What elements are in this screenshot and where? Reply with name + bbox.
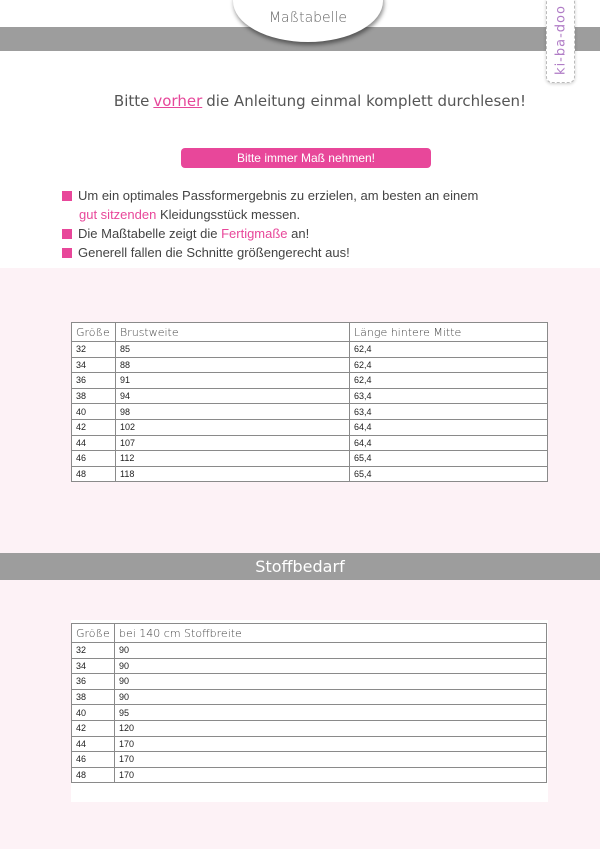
table-cell: 48 [71, 766, 115, 784]
table-cell: 85 [115, 341, 350, 358]
column-header: Länge hintere Mitte [349, 322, 548, 342]
table-row: 48 170 [71, 766, 547, 784]
bullet-text: Die Maßtabelle zeigt die [78, 226, 222, 241]
table-cell: 40 [71, 704, 115, 721]
table-cell: 102 [115, 418, 350, 436]
table-row: 40 98 63,4 [71, 403, 548, 420]
table-cell: 36 [71, 673, 115, 690]
table-row: 32 85 62,4 [71, 341, 548, 358]
table-cell: 32 [71, 642, 115, 659]
table-cell: 120 [114, 719, 547, 737]
table-cell: 112 [115, 450, 350, 467]
intro-text: Bitte vorher die Anleitung einmal komplett… [0, 92, 600, 110]
table-cell: 65,4 [349, 465, 548, 483]
bullet-highlight: gut sitzenden [79, 207, 157, 222]
table-cell: 36 [71, 372, 116, 389]
table-cell: 48 [71, 465, 116, 483]
table-cell: 90 [114, 657, 547, 675]
table-cell: 44 [71, 735, 115, 753]
table-cell: 46 [71, 751, 115, 768]
bullet-highlight: Fertigmaße [221, 226, 288, 241]
table-row: 42 120 [71, 719, 547, 737]
table-row: 46 112 65,4 [71, 450, 548, 467]
table-row: 46 170 [71, 751, 547, 768]
bullet-item: Die Maßtabelle zeigt die Fertigmaße an! [62, 224, 478, 243]
bullet-text: Generell fallen die Schnitte größengerec… [78, 245, 350, 260]
table-cell: 38 [71, 688, 115, 706]
column-header: bei 140 cm Stoffbreite [114, 623, 547, 643]
table-cell: 65,4 [349, 450, 548, 467]
table-row: 44 107 64,4 [71, 434, 548, 452]
table-cell: 42 [71, 418, 116, 436]
table-cell: 32 [71, 341, 116, 358]
table-cell: 90 [114, 688, 547, 706]
table-cell: 170 [114, 766, 547, 784]
notice-banner: Bitte immer Maß nehmen! [181, 148, 431, 168]
table-cell: 90 [114, 673, 547, 690]
bullet-text: Um ein optimales Passformergebnis zu erz… [78, 188, 479, 203]
table-cell: 170 [114, 735, 547, 753]
table-cell: 63,4 [349, 403, 548, 420]
table-cell: 91 [115, 372, 350, 389]
intro-after: die Anleitung einmal komplett durchlesen… [206, 92, 527, 110]
table-row: 42 102 64,4 [71, 418, 548, 436]
table-cell: 95 [114, 704, 547, 721]
table-header-row: Größe bei 140 cm Stoffbreite [71, 623, 547, 643]
fabric-table: Größe bei 140 cm Stoffbreite 32 90 34 90 36 90 3… [71, 623, 547, 784]
table-cell: 170 [114, 751, 547, 768]
table-cell: 38 [71, 387, 116, 405]
table-cell: 42 [71, 719, 115, 737]
table-cell: 88 [115, 356, 350, 374]
table-cell: 107 [115, 434, 350, 452]
table-row: 36 91 62,4 [71, 372, 548, 389]
column-header: Größe [71, 623, 115, 643]
bullet-square-icon [62, 229, 72, 239]
column-header: Brustweite [115, 322, 350, 342]
bullet-continuation: gut sitzenden Kleidungsstück messen. [62, 205, 478, 224]
bullet-square-icon [62, 248, 72, 258]
size-table: Größe Brustweite Länge hintere Mitte 32 85 62… [71, 322, 548, 483]
table-row: 38 94 63,4 [71, 387, 548, 405]
table-cell: 90 [114, 642, 547, 659]
table-header-row: Größe Brustweite Länge hintere Mitte [71, 322, 548, 342]
bullet-item: Um ein optimales Passformergebnis zu erz… [62, 186, 478, 205]
page-title: Maßtabelle [268, 10, 348, 26]
table-cell: 40 [71, 403, 116, 420]
bullet-square-icon [62, 191, 72, 201]
bullet-item: Generell fallen die Schnitte größengerec… [62, 243, 478, 262]
section-title: Stoffbedarf [255, 557, 345, 576]
logo: ki-ba-doo [546, 0, 575, 83]
intro-before: Bitte [113, 92, 150, 110]
table-cell: 63,4 [349, 387, 548, 405]
logo-text: ki-ba-doo [553, 4, 568, 75]
table-cell: 64,4 [349, 434, 548, 452]
table-cell: 64,4 [349, 418, 548, 436]
table-cell: 62,4 [349, 356, 548, 374]
intro-highlight: vorher [153, 92, 203, 110]
table-row: 34 90 [71, 657, 547, 675]
table-cell: 44 [71, 434, 116, 452]
table-row: 38 90 [71, 688, 547, 706]
table-cell: 46 [71, 450, 116, 467]
fabric-section-band: Stoffbedarf [0, 553, 600, 580]
table-row: 32 90 [71, 642, 547, 659]
table-cell: 94 [115, 387, 350, 405]
table-cell: 62,4 [349, 372, 548, 389]
table-cell: 34 [71, 356, 116, 374]
bullet-text: an! [287, 226, 310, 241]
table-row: 36 90 [71, 673, 547, 690]
bullet-text: Kleidungsstück messen. [156, 207, 301, 222]
table-cell: 98 [115, 403, 350, 420]
bullet-list: Um ein optimales Passformergebnis zu erz… [62, 186, 478, 262]
column-header: Größe [71, 322, 116, 342]
table-row: 40 95 [71, 704, 547, 721]
table-row: 34 88 62,4 [71, 356, 548, 374]
table-cell: 62,4 [349, 341, 548, 358]
table-cell: 118 [115, 465, 350, 483]
table-row: 44 170 [71, 735, 547, 753]
table-cell: 34 [71, 657, 115, 675]
table-row: 48 118 65,4 [71, 465, 548, 483]
